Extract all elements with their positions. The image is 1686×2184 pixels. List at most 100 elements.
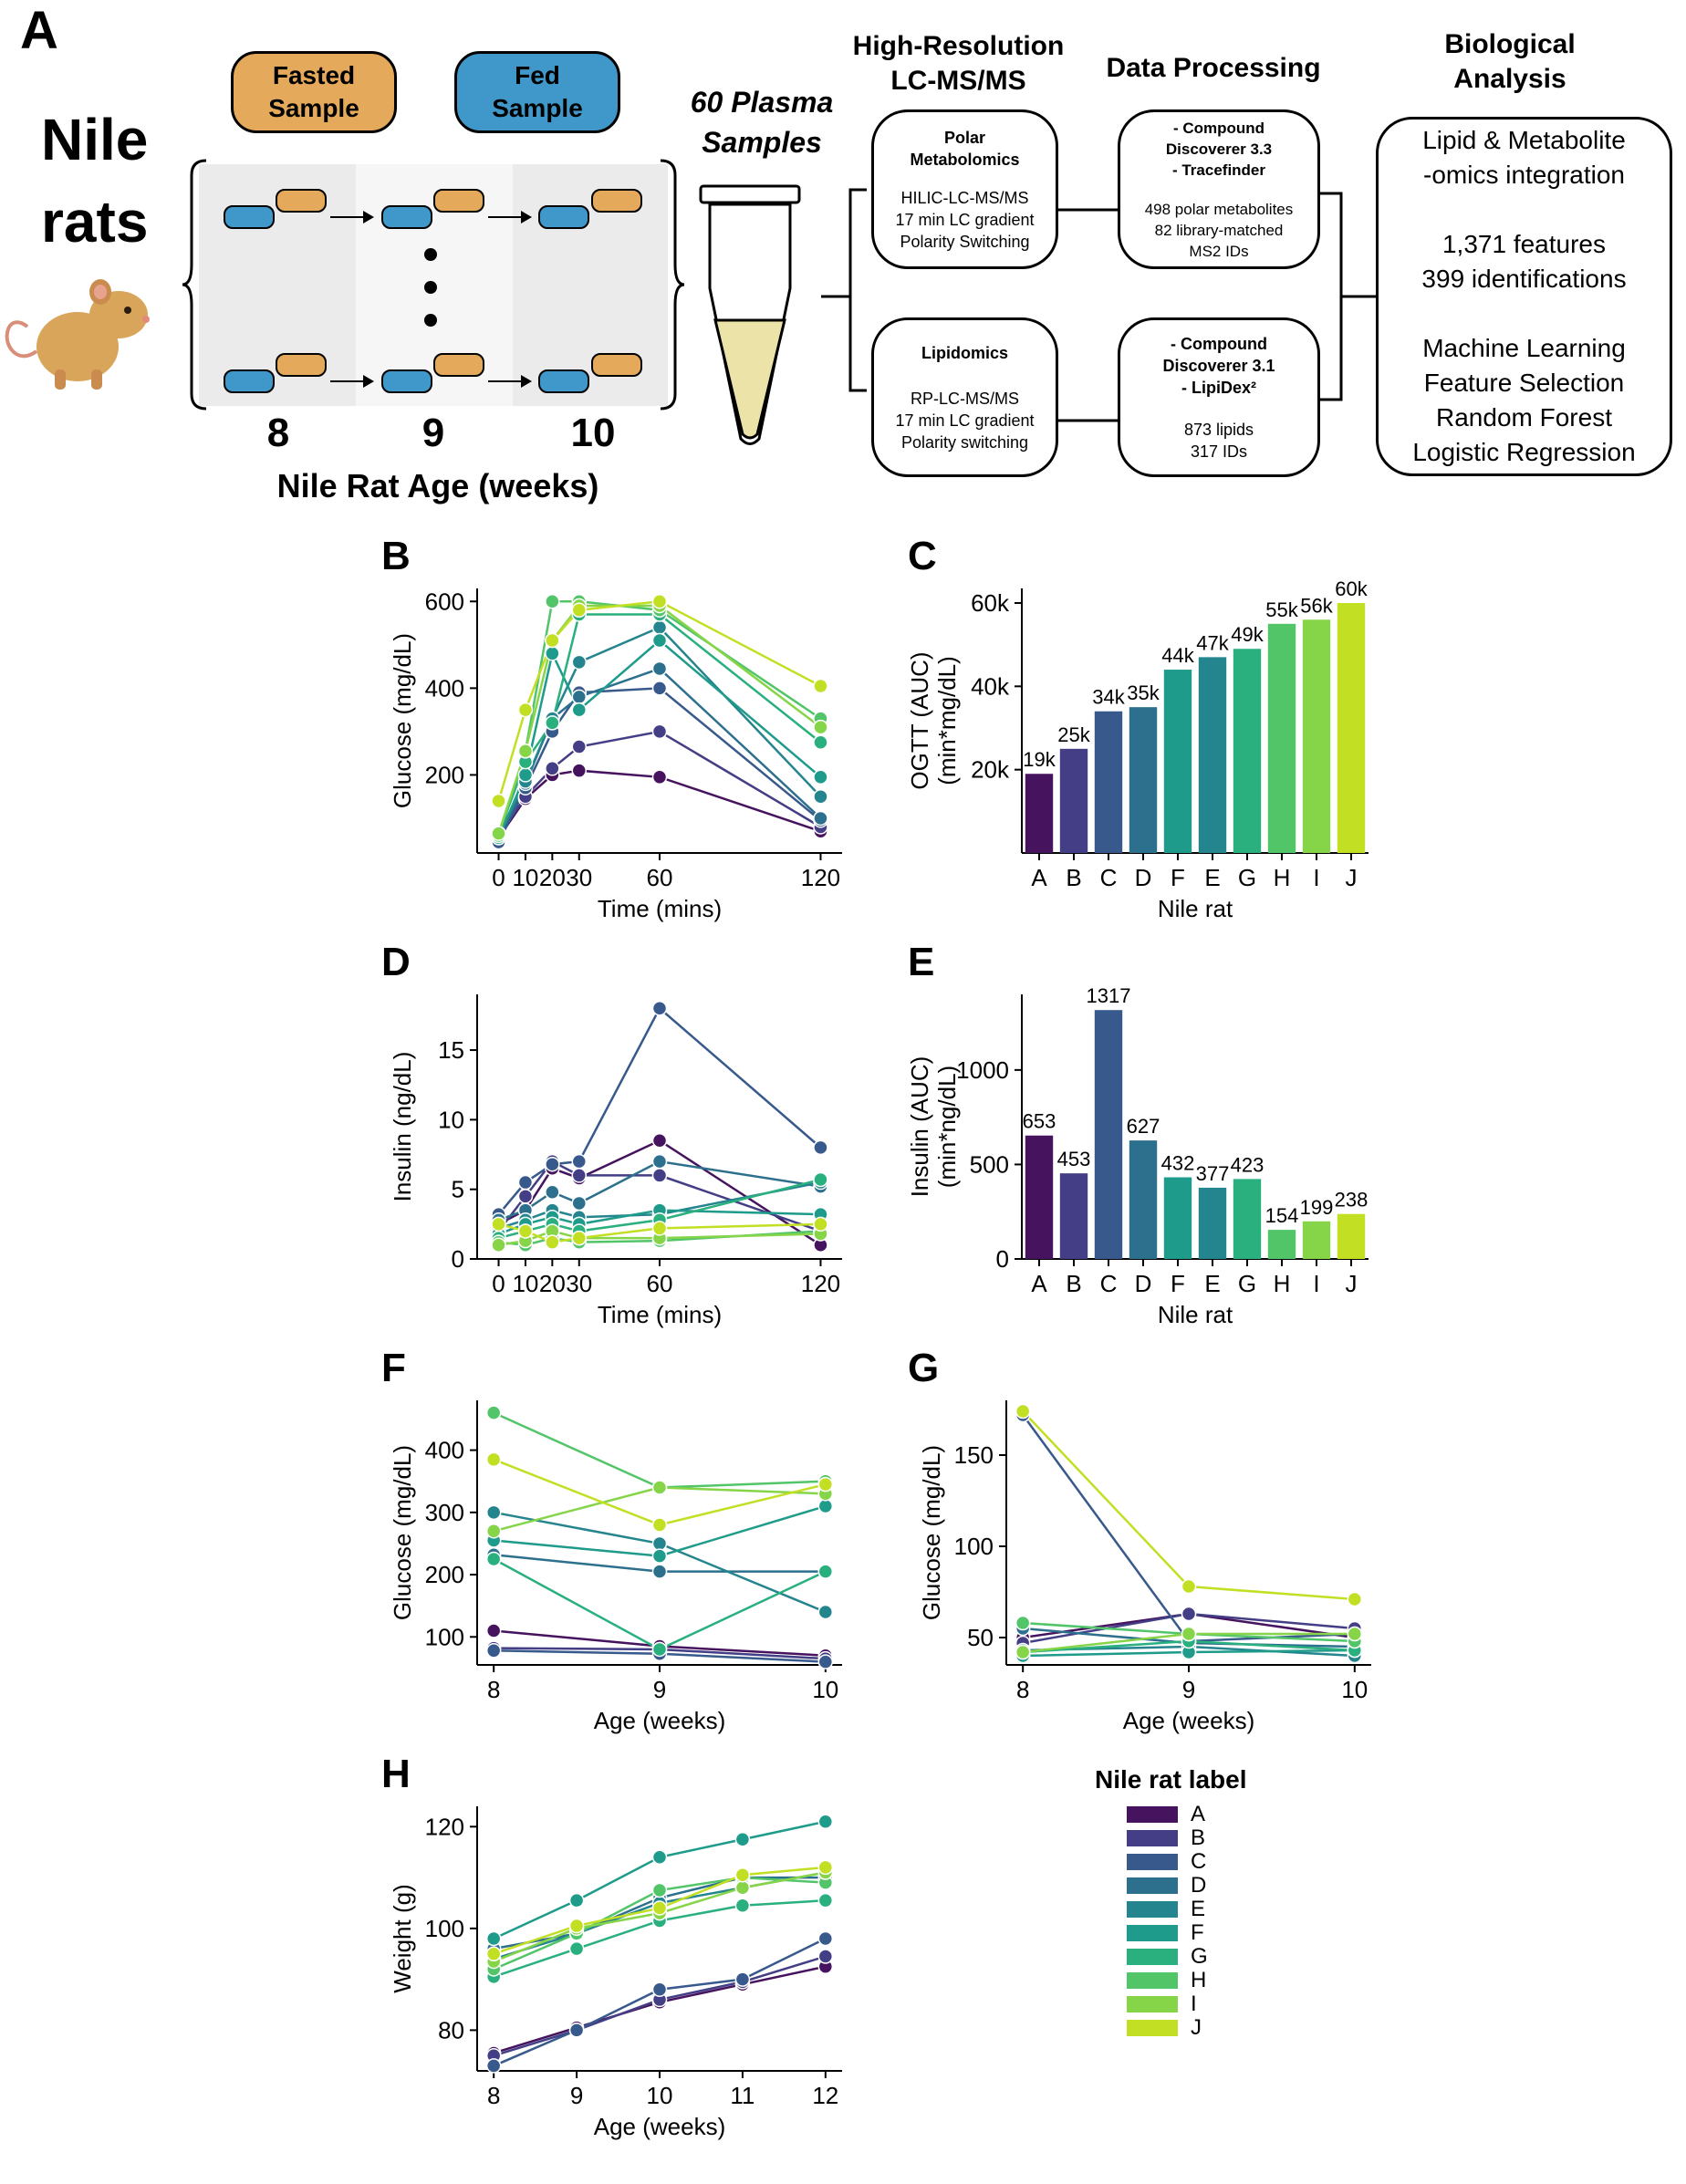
x-tick-label: C — [1100, 864, 1118, 891]
y-axis-label-line2: (min*mg/dL) — [933, 656, 961, 785]
y-tick-label: 400 — [425, 674, 464, 702]
legend-swatch — [1127, 1925, 1178, 1941]
x-axis-label: Age (weeks) — [594, 1707, 726, 1734]
compound-discoverer-31-box: - Compound Discoverer 3.1 - LipiDex² 873… — [1118, 317, 1320, 477]
data-point-I — [485, 1524, 502, 1539]
data-point-J — [813, 678, 828, 694]
legend-label: B — [1191, 1825, 1206, 1850]
x-tick-label: 8 — [1016, 1676, 1029, 1703]
data-point-F — [817, 1498, 834, 1514]
bio-box-line2: -omics integration — [1423, 161, 1625, 189]
data-point-I — [651, 1480, 668, 1495]
data-point-G — [651, 1641, 668, 1658]
y-tick-label: 100 — [954, 1533, 994, 1560]
x-axis-label: Nile rat — [1158, 895, 1233, 922]
bar-J — [1337, 1213, 1366, 1259]
x-tick-label: 120 — [801, 1270, 840, 1297]
bar-G — [1233, 1179, 1262, 1259]
series-line-J — [497, 599, 822, 802]
polar-line2: 17 min LC gradient — [895, 210, 1035, 229]
data-label-E: 377 — [1196, 1162, 1230, 1185]
x-tick-label: 20 — [539, 1270, 566, 1297]
data-point-B — [545, 761, 560, 776]
fed-chip — [224, 205, 275, 229]
bar-B — [1059, 748, 1088, 853]
age-tick-10: 10 — [570, 411, 616, 455]
data-point-E — [485, 1504, 502, 1521]
y-tick-label: 100 — [425, 1915, 464, 1942]
y-tick-label: 80 — [438, 2016, 464, 2044]
data-point-F — [651, 632, 668, 649]
bar-I — [1302, 1221, 1331, 1259]
lipidomics-box: Lipidomics RP-LC-MS/MS 17 min LC gradien… — [871, 317, 1058, 477]
data-point-H — [651, 1882, 668, 1898]
y-tick-label: 500 — [970, 1150, 1009, 1178]
fasted-sample-label: Fasted Sample — [231, 51, 397, 133]
data-point-F — [571, 702, 588, 718]
x-tick-label: 30 — [566, 1270, 592, 1297]
ellipsis-dot — [424, 248, 437, 261]
age-tick-8: 8 — [266, 411, 290, 455]
legend-label: E — [1191, 1897, 1206, 1921]
data-point-I — [1347, 1626, 1363, 1642]
y-tick-label: 120 — [425, 1813, 464, 1840]
legend-item-C: C — [1127, 1849, 1207, 1874]
nile-rat-illustration — [5, 279, 150, 390]
y-axis-label-line1: Insulin (AUC) — [906, 1056, 933, 1198]
y-tick-label: 0 — [996, 1245, 1009, 1273]
data-label-D: 627 — [1127, 1115, 1160, 1138]
x-tick-label: J — [1346, 1270, 1358, 1297]
legend-swatch — [1127, 1806, 1178, 1823]
data-point-J — [485, 1946, 502, 1961]
y-tick-label: 600 — [425, 588, 464, 615]
fed-sample-label: Fed Sample — [454, 51, 620, 133]
cd33-line6: MS2 IDs — [1189, 242, 1249, 260]
chart-e-insulin-auc: 0 500 1000 653 A 453 B 1317 C 627 D 432 F 377 E 423 G 154… — [906, 984, 1369, 1328]
hr-lcms-title: High-Resolution LC-MS/MS — [838, 29, 1079, 99]
legend-label: C — [1191, 1849, 1207, 1874]
data-point-F — [545, 646, 560, 661]
cd33-line2: Discoverer 3.3 — [1165, 140, 1273, 158]
y-axis-label: Glucose (mg/dL) — [918, 1445, 945, 1620]
x-tick-label: 10 — [1341, 1676, 1368, 1703]
age-axis-label: Nile Rat Age (weeks) — [276, 467, 599, 504]
panel-letter-d: D — [381, 940, 411, 984]
cd31-line2: Discoverer 3.1 — [1162, 356, 1275, 375]
compound-discoverer-33-box: - Compound Discoverer 3.3 - Tracefinder … — [1118, 109, 1320, 269]
data-label-J: 238 — [1335, 1189, 1369, 1212]
legend-swatch — [1127, 1854, 1178, 1870]
y-tick-label: 20k — [971, 756, 1010, 784]
x-tick-label: C — [1100, 1270, 1118, 1297]
data-point-F — [485, 1930, 502, 1947]
bio-box-line3: 1,371 features — [1441, 230, 1607, 258]
data-point-B — [651, 723, 668, 740]
y-tick-label: 100 — [425, 1623, 464, 1650]
polar-line3: Polarity Switching — [900, 232, 1030, 251]
x-axis-label: Age (weeks) — [594, 2113, 726, 2140]
y-axis-label-line1: OGTT (AUC) — [906, 651, 933, 789]
x-tick-label: 9 — [1182, 1676, 1195, 1703]
polar-line1: HILIC-LC-MS/MS — [900, 188, 1029, 207]
bar-I — [1302, 619, 1331, 853]
x-tick-label: 0 — [492, 1270, 505, 1297]
arrow-icon — [488, 211, 532, 224]
y-tick-label: 0 — [452, 1245, 464, 1273]
data-point-F — [817, 1814, 834, 1829]
data-point-I — [734, 1879, 751, 1896]
polar-metabolomics-box: Polar Metabolomics HILIC-LC-MS/MS 17 min… — [871, 109, 1058, 269]
data-label-E: 47k — [1196, 631, 1229, 654]
x-tick-label: 20 — [539, 864, 566, 891]
data-label-I: 199 — [1300, 1196, 1334, 1219]
legend-item-G: G — [1127, 1944, 1208, 1969]
panel-letter-h: H — [381, 1752, 411, 1796]
y-axis-label: Glucose (mg/dL) — [389, 633, 416, 808]
y-tick-label: 150 — [954, 1441, 994, 1469]
data-point-J — [651, 1900, 668, 1916]
data-point-D — [651, 1564, 668, 1579]
data-label-G: 423 — [1231, 1153, 1264, 1176]
data-point-H — [1015, 1615, 1031, 1631]
x-tick-label: 0 — [492, 864, 505, 891]
x-tick-label: I — [1313, 864, 1319, 891]
x-axis-label: Time (mins) — [598, 1301, 722, 1328]
x-tick-label: J — [1346, 864, 1358, 891]
